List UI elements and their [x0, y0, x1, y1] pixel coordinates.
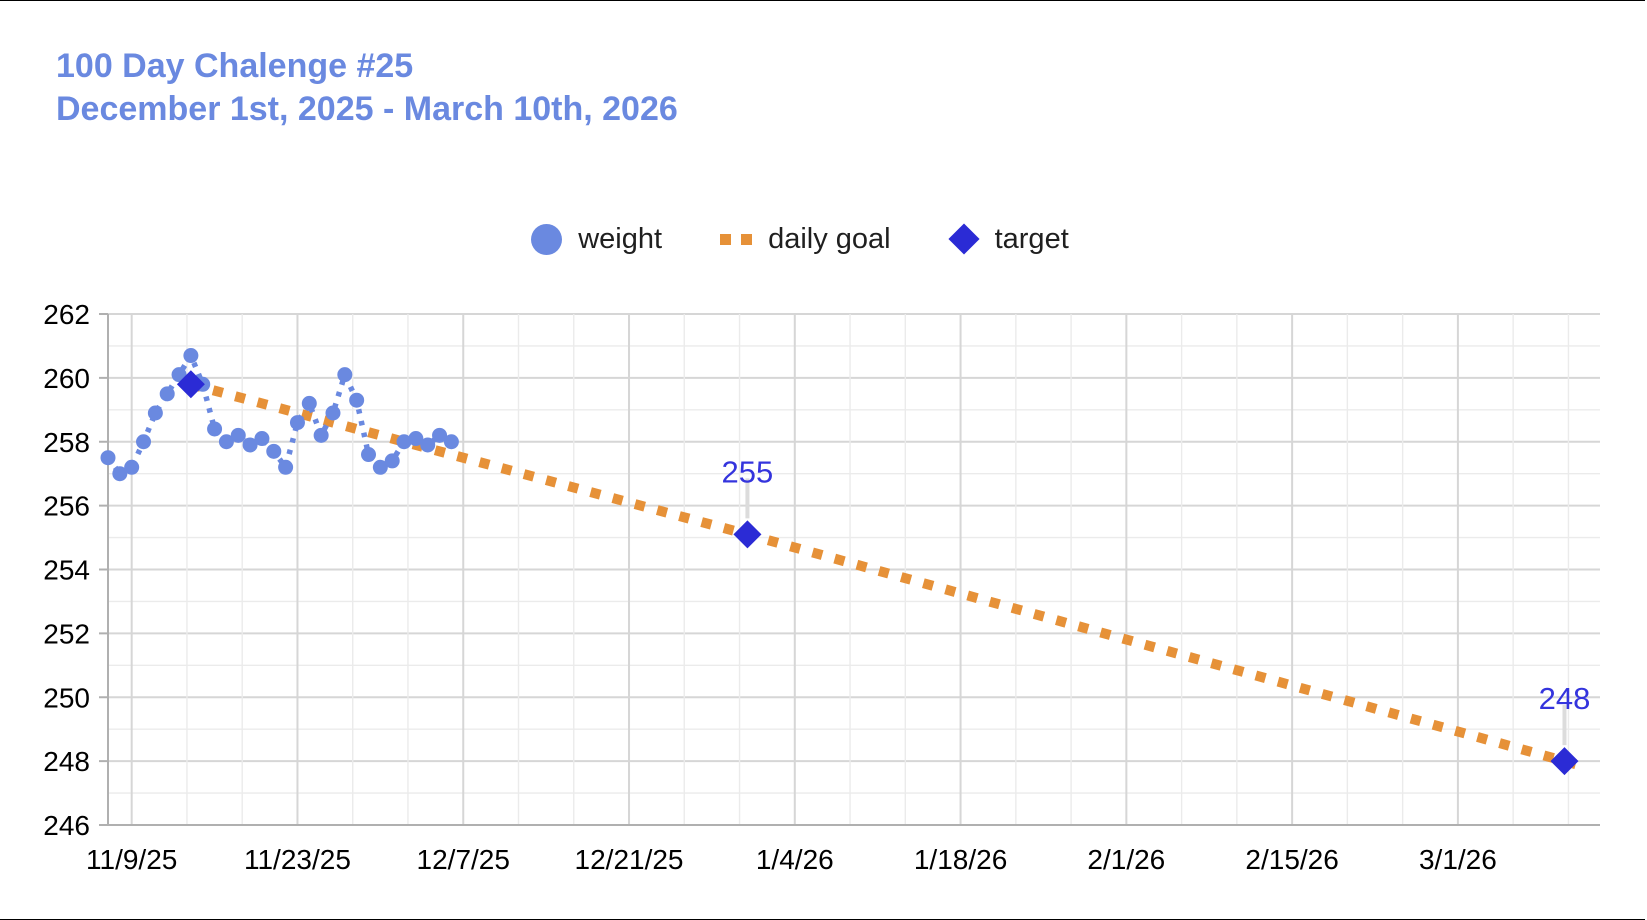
y-axis-label: 258: [43, 427, 90, 458]
y-axis-label: 250: [43, 682, 90, 713]
weight-point: [301, 395, 317, 411]
x-axis-label: 1/4/26: [756, 844, 834, 875]
weight-circle-icon: [531, 223, 563, 255]
x-axis-label: 2/15/26: [1245, 844, 1338, 875]
weight-point: [396, 434, 412, 450]
weight-point: [183, 348, 199, 364]
legend-item-weight: weight: [531, 223, 662, 256]
target-point-diamond: [176, 370, 205, 399]
weight-point: [278, 459, 294, 475]
weight-point: [384, 453, 400, 469]
y-axis-label: 246: [43, 810, 90, 841]
target-point-label: 255: [722, 454, 774, 489]
chart-title: 100 Day Chalenge #25: [56, 47, 414, 85]
x-axis-label: 12/21/25: [575, 844, 684, 875]
weight-point: [207, 421, 223, 437]
legend-label-target: target: [994, 222, 1069, 255]
weight-point: [230, 427, 246, 443]
legend-label-weight: weight: [578, 222, 663, 255]
target-point-diamond: [733, 520, 762, 549]
weight-point: [420, 437, 436, 453]
weight-point: [361, 447, 377, 463]
weight-point: [254, 431, 270, 447]
weight-point: [159, 386, 175, 402]
chart-legend: weight daily goal target: [0, 215, 1600, 263]
y-axis-label: 262: [43, 299, 90, 330]
y-axis-label: 256: [43, 491, 90, 522]
weight-point: [266, 443, 282, 459]
weight-point: [337, 367, 353, 383]
legend-item-daily-goal: daily goal: [720, 223, 891, 256]
daily-goal-dash-icon: [720, 233, 753, 245]
weight-point: [242, 437, 258, 453]
legend-label-daily-goal: daily goal: [768, 222, 891, 255]
weight-point: [136, 434, 152, 450]
chart-area: 246 248 250 252 254 256 258 260 262 11/9/25 11/23/…: [0, 276, 1647, 896]
x-axis-label: 11/23/25: [244, 844, 351, 875]
chart-title-block: 100 Day Chalenge #25 December 1st, 2025 …: [56, 45, 678, 131]
legend-item-target: target: [948, 222, 1069, 256]
y-axis-label: 254: [43, 555, 90, 586]
x-axis-label: 12/7/25: [417, 844, 510, 875]
x-axis-label: 2/1/26: [1087, 844, 1165, 875]
weight-point: [313, 427, 329, 443]
x-axis-label: 11/9/25: [86, 844, 177, 875]
x-axis-label: 1/18/26: [914, 844, 1007, 875]
weight-point: [124, 459, 140, 475]
y-axis-label: 260: [43, 363, 90, 394]
target-point-label: 248: [1539, 681, 1591, 716]
weight-point: [408, 431, 424, 447]
weight-point: [289, 415, 305, 431]
x-axis-label: 3/1/26: [1419, 844, 1497, 875]
weight-point: [218, 434, 234, 450]
weight-point: [372, 459, 388, 475]
weight-point: [325, 405, 341, 421]
weight-point: [112, 466, 128, 482]
y-axis-label: 248: [43, 746, 90, 777]
target-diamond-icon: [948, 223, 980, 255]
chart-subtitle: December 1st, 2025 - March 10th, 2026: [56, 90, 678, 128]
weight-point: [100, 450, 116, 466]
weight-point: [349, 392, 365, 408]
weight-point: [432, 427, 448, 443]
weight-point: [443, 434, 459, 450]
target-point-diamond: [1550, 747, 1579, 776]
chart-svg: 246 248 250 252 254 256 258 260 262 11/9/25 11/23/…: [43, 299, 1600, 875]
y-axis-label: 252: [43, 618, 90, 649]
weight-point: [147, 405, 163, 421]
